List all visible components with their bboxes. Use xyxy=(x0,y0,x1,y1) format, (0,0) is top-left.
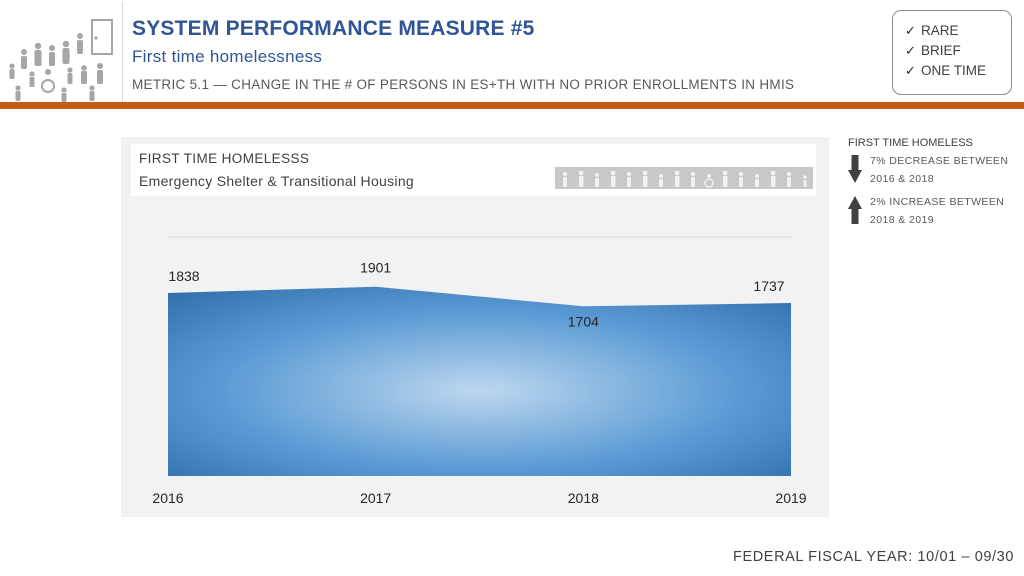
checklist-item-label: ONE TIME xyxy=(921,63,987,78)
callout-decrease-line: 2016 & 2018 xyxy=(870,173,934,185)
callout-increase-line: 2018 & 2019 xyxy=(870,214,934,226)
callout-title: FIRST TIME HOMELESS xyxy=(848,137,973,149)
chart-title: FIRST TIME HOMELESSS xyxy=(139,151,310,166)
fiscal-year-footer: FEDERAL FISCAL YEAR: 10/01 – 09/30 xyxy=(733,549,1014,565)
data-label: 1901 xyxy=(360,260,391,276)
checklist-item-rare: ✓ RARE xyxy=(905,21,1011,41)
page-subtitle: First time homelessness xyxy=(132,47,323,66)
checklist-item-brief: ✓ BRIEF xyxy=(905,41,1011,61)
people-silhouettes-icon xyxy=(555,167,813,189)
callout-increase: 2% INCREASE BETWEEN 2018 & 2019 xyxy=(870,193,1004,229)
chart-header: FIRST TIME HOMELESSS Emergency Shelter &… xyxy=(131,144,816,196)
data-label: 1838 xyxy=(168,268,199,284)
page-header: SYSTEM PERFORMANCE MEASURE #5 First time… xyxy=(0,0,1024,103)
area-chart: 1838 1901 1704 1737 2016 2017 2018 2019 xyxy=(152,236,807,506)
arrow-up-icon xyxy=(848,196,862,224)
check-icon: ✓ xyxy=(905,43,916,58)
series-area xyxy=(168,286,791,476)
x-tick-label: 2017 xyxy=(360,490,391,506)
check-icon: ✓ xyxy=(905,63,916,78)
chart-subtitle: Emergency Shelter & Transitional Housing xyxy=(139,173,415,189)
check-icon: ✓ xyxy=(905,23,916,38)
x-tick-label: 2016 xyxy=(152,490,183,506)
callout-decrease: 7% DECREASE BETWEEN 2016 & 2018 xyxy=(870,152,1008,188)
x-tick-label: 2019 xyxy=(775,490,806,506)
x-tick-label: 2018 xyxy=(568,490,599,506)
metric-description: METRIC 5.1 — CHANGE IN THE # OF PERSONS … xyxy=(132,77,795,92)
page-title: SYSTEM PERFORMANCE MEASURE #5 xyxy=(132,17,535,40)
header-accent-rule xyxy=(0,102,1024,109)
checklist-item-one-time: ✓ ONE TIME xyxy=(905,61,1011,81)
checklist-item-label: BRIEF xyxy=(921,43,961,58)
checklist-item-label: RARE xyxy=(921,23,959,38)
checklist-box: ✓ RARE ✓ BRIEF ✓ ONE TIME xyxy=(892,10,1012,95)
chart-panel: FIRST TIME HOMELESSS Emergency Shelter &… xyxy=(121,137,829,517)
arrow-down-icon xyxy=(848,155,862,183)
family-people-logo-icon xyxy=(9,19,113,102)
callout-decrease-line: 7% DECREASE BETWEEN xyxy=(870,155,1009,167)
data-label: 1737 xyxy=(753,278,784,294)
callout-increase-line: 2% INCREASE BETWEEN xyxy=(870,196,1005,208)
logo-divider xyxy=(122,2,123,102)
data-label: 1704 xyxy=(568,313,599,329)
